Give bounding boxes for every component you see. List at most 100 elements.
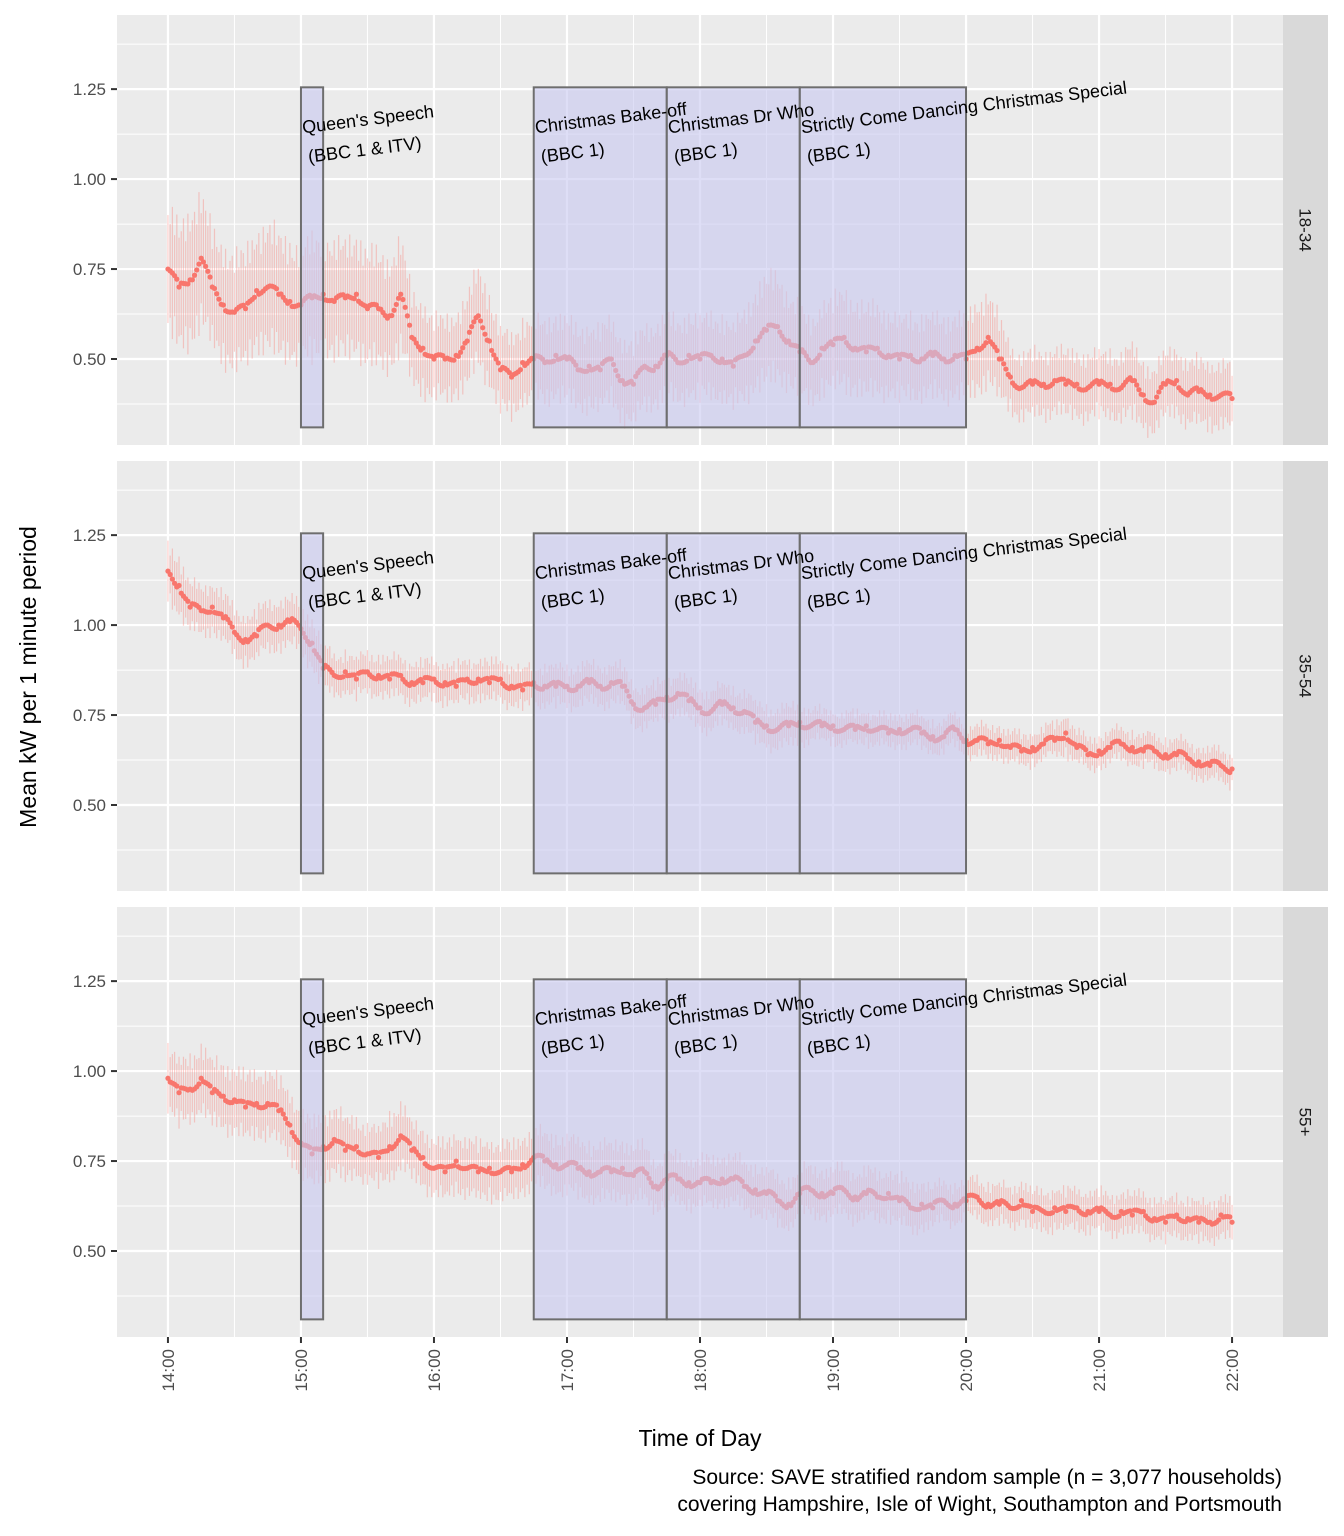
data-point — [242, 306, 249, 312]
data-point — [489, 347, 495, 354]
data-point — [205, 268, 211, 274]
data-point — [457, 349, 464, 355]
x-tick-label: 16:00 — [425, 1349, 444, 1392]
data-point — [220, 302, 226, 308]
data-point — [477, 318, 484, 324]
data-point — [389, 312, 395, 319]
data-point — [280, 1111, 286, 1117]
facet-strip-label: 55+ — [1296, 1108, 1315, 1137]
data-point — [506, 369, 512, 376]
data-point — [375, 1154, 382, 1161]
data-point — [1140, 392, 1146, 398]
data-point — [340, 1141, 346, 1147]
data-point — [520, 687, 526, 693]
highlight-queens-speech — [299, 86, 325, 429]
data-point — [480, 325, 486, 331]
data-point — [517, 367, 524, 373]
data-point — [1129, 1212, 1135, 1218]
data-point — [486, 680, 492, 686]
data-point — [227, 620, 233, 626]
data-point — [451, 679, 457, 685]
data-point — [207, 274, 213, 280]
highlight-christmas-dr-who — [665, 978, 801, 1321]
facet-strip — [1283, 461, 1328, 891]
y-tick-label: 0.50 — [73, 1242, 106, 1261]
data-point — [985, 334, 991, 341]
data-point — [398, 291, 404, 297]
data-point — [406, 1140, 413, 1146]
data-point — [451, 1163, 457, 1169]
data-point — [420, 680, 426, 686]
data-point — [1196, 1219, 1202, 1225]
data-point — [1229, 1219, 1235, 1225]
data-point — [1003, 366, 1009, 372]
data-point — [471, 319, 477, 325]
data-point — [251, 294, 258, 300]
data-point — [491, 352, 497, 358]
data-point — [174, 276, 180, 282]
facet-strip — [1283, 15, 1328, 445]
data-point — [406, 322, 413, 328]
data-point — [242, 1104, 249, 1110]
data-point — [994, 347, 1000, 354]
data-point — [207, 1083, 213, 1089]
data-point — [1227, 391, 1233, 397]
data-point — [395, 295, 402, 301]
highlight-queens-speech — [299, 532, 325, 875]
data-point — [1131, 377, 1138, 384]
x-tick-label: 18:00 — [691, 1349, 710, 1392]
data-point — [398, 672, 404, 679]
data-point — [220, 1093, 226, 1099]
data-point — [1174, 1212, 1180, 1218]
data-point — [1196, 759, 1202, 765]
data-point — [278, 1107, 284, 1113]
data-point — [983, 340, 989, 346]
data-point — [211, 285, 218, 292]
y-tick-label: 1.00 — [73, 170, 106, 189]
data-point — [482, 331, 488, 337]
data-point — [1207, 762, 1213, 769]
data-point — [460, 345, 466, 351]
data-point — [1107, 744, 1113, 751]
data-point — [998, 356, 1005, 362]
data-point — [1216, 1217, 1222, 1223]
data-point — [340, 674, 346, 680]
data-point — [254, 633, 260, 639]
data-point — [1193, 1215, 1200, 1221]
highlight-christmas-bake-off — [532, 978, 668, 1321]
data-point — [373, 1149, 379, 1156]
data-point — [440, 1164, 446, 1170]
data-point — [473, 1164, 479, 1170]
data-point — [1016, 743, 1022, 750]
data-point — [282, 1116, 289, 1122]
caption-line-2: covering Hampshire, Isle of Wight, South… — [677, 1493, 1282, 1516]
facet-strip-label: 35-54 — [1296, 654, 1315, 697]
data-point — [1083, 747, 1089, 753]
data-point — [1116, 1213, 1122, 1219]
data-point — [517, 1166, 524, 1172]
data-point — [353, 291, 359, 297]
data-point — [167, 571, 173, 578]
data-point — [411, 336, 417, 342]
highlight-strictly-come-dancing — [798, 86, 968, 429]
x-tick-label: 17:00 — [558, 1349, 577, 1392]
data-point — [1162, 1219, 1169, 1225]
data-point — [1001, 361, 1007, 367]
data-point — [351, 672, 357, 678]
data-point — [176, 284, 182, 290]
highlight-christmas-dr-who — [665, 532, 801, 875]
data-point — [1027, 1203, 1033, 1209]
data-point — [176, 582, 182, 589]
data-point — [351, 296, 357, 302]
highlight-christmas-bake-off — [532, 86, 668, 429]
data-point — [473, 680, 479, 686]
data-point — [174, 1083, 180, 1089]
facet-strip — [1283, 907, 1328, 1337]
data-point — [387, 676, 393, 682]
data-point — [1140, 1208, 1146, 1215]
data-point — [469, 324, 475, 330]
data-point — [384, 1148, 391, 1154]
data-point — [1127, 1208, 1133, 1214]
highlight-queens-speech — [299, 978, 325, 1321]
